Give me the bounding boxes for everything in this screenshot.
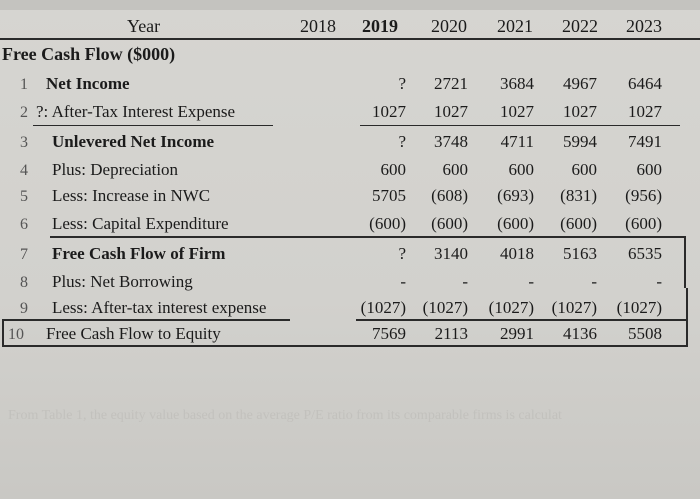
value-cell: -: [591, 272, 597, 291]
value-cell: 5994: [563, 132, 597, 151]
value-cell: (1027): [422, 298, 468, 317]
row-number: 4: [20, 162, 28, 179]
fcfe-box-left: [2, 319, 4, 347]
year-2018: 2018: [300, 16, 336, 36]
value-cell: ?: [398, 244, 406, 263]
row-label-after-tax-interest-expense: Less: After-tax interest expense: [52, 298, 267, 317]
value-cell: (600): [497, 214, 534, 233]
value-cell: (1027): [551, 298, 597, 317]
row-number: 10: [8, 326, 24, 343]
row-label-net-borrowing: Plus: Net Borrowing: [52, 272, 193, 291]
row-label-after-tax-interest: ?: After-Tax Interest Expense: [36, 102, 236, 121]
value-cell: 1027: [563, 102, 597, 121]
value-cell: 3140: [434, 244, 468, 263]
value-cell: 4136: [563, 324, 597, 343]
row-label-increase-nwc: Less: Increase in NWC: [52, 186, 211, 205]
value-cell: -: [462, 272, 468, 291]
year-2020: 2020: [431, 16, 467, 36]
row-label-depreciation: Plus: Depreciation: [52, 160, 179, 179]
top-edge: [0, 0, 700, 10]
value-cell: -: [528, 272, 534, 291]
value-cell: 6535: [628, 244, 662, 263]
fcf-box-top: [50, 236, 686, 238]
faint-footer-text: From Table 1, the equity value based on …: [8, 408, 562, 423]
row-label-net-income: Net Income: [46, 74, 130, 93]
value-cell: 1027: [628, 102, 662, 121]
value-cell: 600: [380, 160, 407, 179]
value-cell: 5705: [372, 186, 406, 205]
value-cell: 7569: [372, 324, 406, 343]
row-number: 7: [20, 246, 28, 263]
value-cell: 1027: [500, 102, 534, 121]
fcfe-box-bottom: [2, 345, 688, 347]
value-cell: 3684: [500, 74, 534, 93]
row-number: 9: [20, 300, 28, 317]
year-header-label: Year: [127, 16, 161, 36]
value-cell: -: [400, 272, 406, 291]
value-cell: 3748: [434, 132, 468, 151]
year-2019: 2019: [362, 16, 398, 36]
value-cell: (1027): [360, 298, 406, 317]
row-number: 6: [20, 216, 28, 233]
value-cell: 6464: [628, 74, 662, 93]
value-cell: 600: [508, 160, 535, 179]
value-cell: 4967: [563, 74, 597, 93]
value-cell: 4711: [500, 132, 534, 151]
value-cell: 1027: [434, 102, 468, 121]
row-number: 2: [20, 104, 28, 121]
value-cell: 2991: [500, 324, 534, 343]
value-cell: 7491: [628, 132, 662, 151]
row-number: 3: [20, 134, 28, 151]
fcfe-box-right: [686, 288, 688, 346]
header-rule: [0, 38, 700, 40]
row-rule: [33, 125, 273, 126]
value-cell: -: [656, 272, 662, 291]
row-label-fcf-equity: Free Cash Flow to Equity: [46, 324, 221, 343]
row-number: 1: [20, 76, 28, 93]
row-number: 5: [20, 188, 28, 205]
value-cell: 600: [636, 160, 663, 179]
value-cell: 600: [571, 160, 598, 179]
row-label-fcf-firm: Free Cash Flow of Firm: [52, 244, 226, 263]
value-cell: (956): [625, 186, 662, 205]
value-cell: (693): [497, 186, 534, 205]
value-cell: (600): [431, 214, 468, 233]
fcfe-box-top: [2, 319, 290, 321]
section-title: Free Cash Flow ($000): [2, 44, 176, 64]
year-2022: 2022: [562, 16, 598, 36]
value-cell: (1027): [616, 298, 662, 317]
value-cell: (600): [560, 214, 597, 233]
value-cell: ?: [398, 74, 406, 93]
value-cell: 2721: [434, 74, 468, 93]
value-cell: (600): [625, 214, 662, 233]
value-cell: 600: [442, 160, 469, 179]
year-2023: 2023: [626, 16, 662, 36]
value-cell: 1027: [372, 102, 406, 121]
value-cell: 4018: [500, 244, 534, 263]
fcfe-box-top-right: [356, 319, 688, 321]
value-cell: (1027): [488, 298, 534, 317]
value-cell: (600): [369, 214, 406, 233]
value-cell: (608): [431, 186, 468, 205]
value-cell: ?: [398, 132, 406, 151]
value-cell: 2113: [434, 324, 468, 343]
year-2021: 2021: [497, 16, 533, 36]
row-rule: [360, 125, 680, 126]
row-label-unlevered-net-income: Unlevered Net Income: [52, 132, 215, 151]
value-cell: (831): [560, 186, 597, 205]
row-label-capex: Less: Capital Expenditure: [52, 214, 229, 233]
value-cell: 5163: [563, 244, 597, 263]
fcf-box-right: [684, 236, 686, 288]
value-cell: 5508: [628, 324, 662, 343]
row-number: 8: [20, 274, 28, 291]
